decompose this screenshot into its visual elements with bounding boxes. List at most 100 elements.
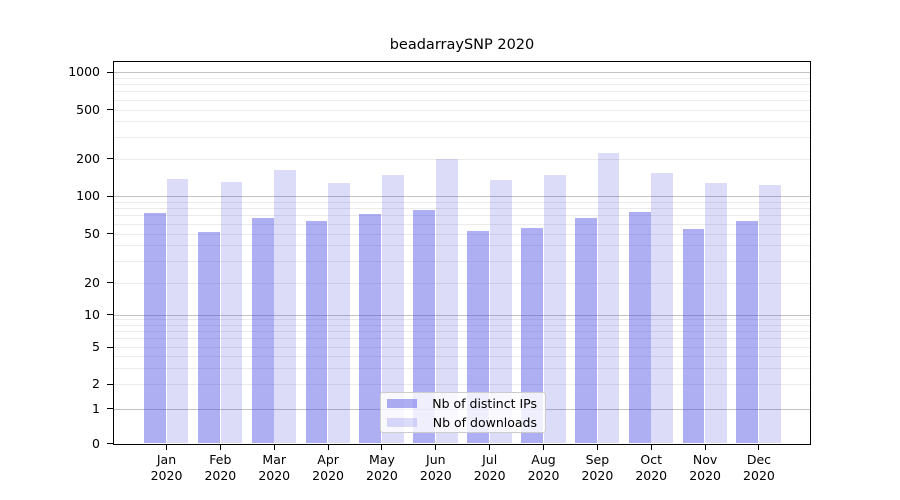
x-tick-label-may: May 2020: [366, 452, 398, 483]
y-gridline-minor: [114, 324, 810, 326]
y-gridline-minor: [114, 282, 810, 284]
y-gridline-minor: [114, 136, 810, 138]
x-tick-mark: [596, 443, 598, 450]
y-tick-mark: [107, 408, 113, 409]
y-gridline-minor: [114, 347, 810, 348]
bar-distinct-ips-Apr: [305, 220, 328, 444]
x-tick-mark: [650, 443, 652, 450]
x-tick-mark: [758, 443, 760, 450]
y-gridline-minor: [114, 77, 810, 79]
y-tick-mark: [107, 71, 113, 73]
chart-title: beadarraySNP 2020: [389, 37, 535, 53]
legend-swatch-distinct-ips: [387, 398, 417, 408]
bar-downloads-Nov: [705, 183, 728, 444]
legend-label-distinct-ips: Nb of distinct IPs: [432, 395, 537, 411]
y-tick-label-5: 5: [92, 339, 100, 354]
x-tick-mark: [435, 443, 437, 450]
y-tick-label-20: 20: [84, 274, 100, 290]
y-tick-label-1: 1: [92, 400, 100, 416]
x-tick-label-aug: Aug 2020: [527, 452, 560, 483]
bar-distinct-ips-Sep: [574, 218, 597, 444]
bar-downloads-Jul: [489, 179, 512, 444]
y-tick-label-100: 100: [76, 188, 100, 203]
x-tick-label-mar: Mar 2020: [258, 452, 291, 483]
x-tick-label-sep: Sep 2020: [581, 452, 614, 483]
y-gridline-minor: [114, 215, 810, 217]
bar-distinct-ips-Jul: [467, 231, 489, 444]
y-tick-label-1000: 1000: [68, 64, 100, 79]
y-tick-mark: [107, 314, 113, 315]
y-gridline-minor: [114, 158, 810, 160]
bar-distinct-ips-Nov: [682, 229, 705, 444]
y-gridline-major: [114, 72, 810, 73]
x-tick-mark: [219, 443, 221, 450]
y-tick-label-2: 2: [92, 376, 100, 391]
y-tick-mark: [107, 109, 113, 110]
y-gridline-minor: [114, 208, 810, 210]
x-tick-mark: [704, 443, 706, 450]
y-tick-label-10: 10: [84, 306, 100, 322]
legend-item-downloads: Nb of downloads: [387, 414, 537, 430]
y-tick-mark: [107, 346, 113, 348]
x-tick-label-jan: Jan 2020: [150, 452, 183, 483]
y-gridline-minor: [114, 367, 810, 369]
bar-distinct-ips-Mar: [251, 217, 274, 444]
bar-distinct-ips-Dec: [736, 220, 759, 444]
x-tick-label-nov: Nov 2020: [689, 452, 721, 483]
y-gridline-minor: [114, 201, 810, 203]
y-tick-mark: [107, 195, 113, 197]
y-gridline-minor: [114, 319, 810, 321]
x-tick-label-apr: Apr 2020: [312, 452, 344, 483]
bar-distinct-ips-Feb: [197, 232, 220, 444]
x-tick-mark: [489, 443, 491, 450]
y-gridline-minor: [114, 91, 810, 93]
bar-downloads-Dec: [759, 185, 781, 444]
bar-downloads-Aug: [543, 174, 566, 444]
y-tick-label-200: 200: [76, 150, 100, 166]
y-gridline-major: [114, 196, 810, 197]
y-tick-mark: [107, 443, 113, 444]
y-tick-label-500: 500: [76, 101, 100, 117]
x-tick-label-feb: Feb 2020: [204, 452, 237, 483]
bar-distinct-ips-Jan: [144, 213, 166, 444]
y-tick-mark: [107, 233, 113, 234]
y-gridline-minor: [114, 245, 810, 247]
bar-downloads-Jan: [166, 179, 189, 444]
bar-distinct-ips-Oct: [628, 212, 651, 444]
bar-downloads-Jun: [436, 159, 458, 444]
y-gridline-minor: [114, 121, 810, 123]
legend: Nb of distinct IPs Nb of downloads: [380, 392, 546, 433]
y-tick-mark: [107, 282, 113, 283]
legend-label-downloads: Nb of downloads: [432, 414, 537, 430]
x-tick-mark: [327, 443, 329, 450]
x-tick-label-jun: Jun 2020: [419, 452, 452, 483]
bar-distinct-ips-May: [359, 213, 382, 444]
y-tick-mark: [107, 158, 113, 159]
y-gridline-minor: [114, 84, 810, 86]
x-tick-mark: [273, 443, 275, 450]
plot-area: [113, 60, 811, 445]
y-gridline-minor: [114, 99, 810, 101]
bar-downloads-May: [382, 175, 404, 444]
y-gridline-minor: [114, 338, 810, 340]
y-gridline-minor: [114, 384, 810, 385]
y-tick-mark: [107, 383, 113, 385]
bar-distinct-ips-Jun: [413, 210, 436, 444]
y-gridline-minor: [114, 109, 810, 111]
x-tick-label-oct: Oct 2020: [635, 452, 668, 483]
bar-downloads-Apr: [328, 182, 351, 444]
y-gridline-major: [114, 314, 810, 316]
bar-distinct-ips-Aug: [521, 228, 543, 444]
y-gridline-minor: [114, 356, 810, 357]
x-tick-mark: [543, 443, 545, 450]
y-tick-label-0: 0: [92, 435, 100, 451]
x-tick-mark: [381, 443, 383, 450]
y-gridline-minor: [114, 260, 810, 262]
y-gridline-minor: [114, 331, 810, 333]
legend-swatch-downloads: [387, 417, 417, 427]
y-tick-label-50: 50: [84, 225, 100, 241]
y-gridline-minor: [114, 223, 810, 225]
bar-downloads-Mar: [274, 170, 297, 444]
bar-downloads-Sep: [597, 153, 620, 444]
